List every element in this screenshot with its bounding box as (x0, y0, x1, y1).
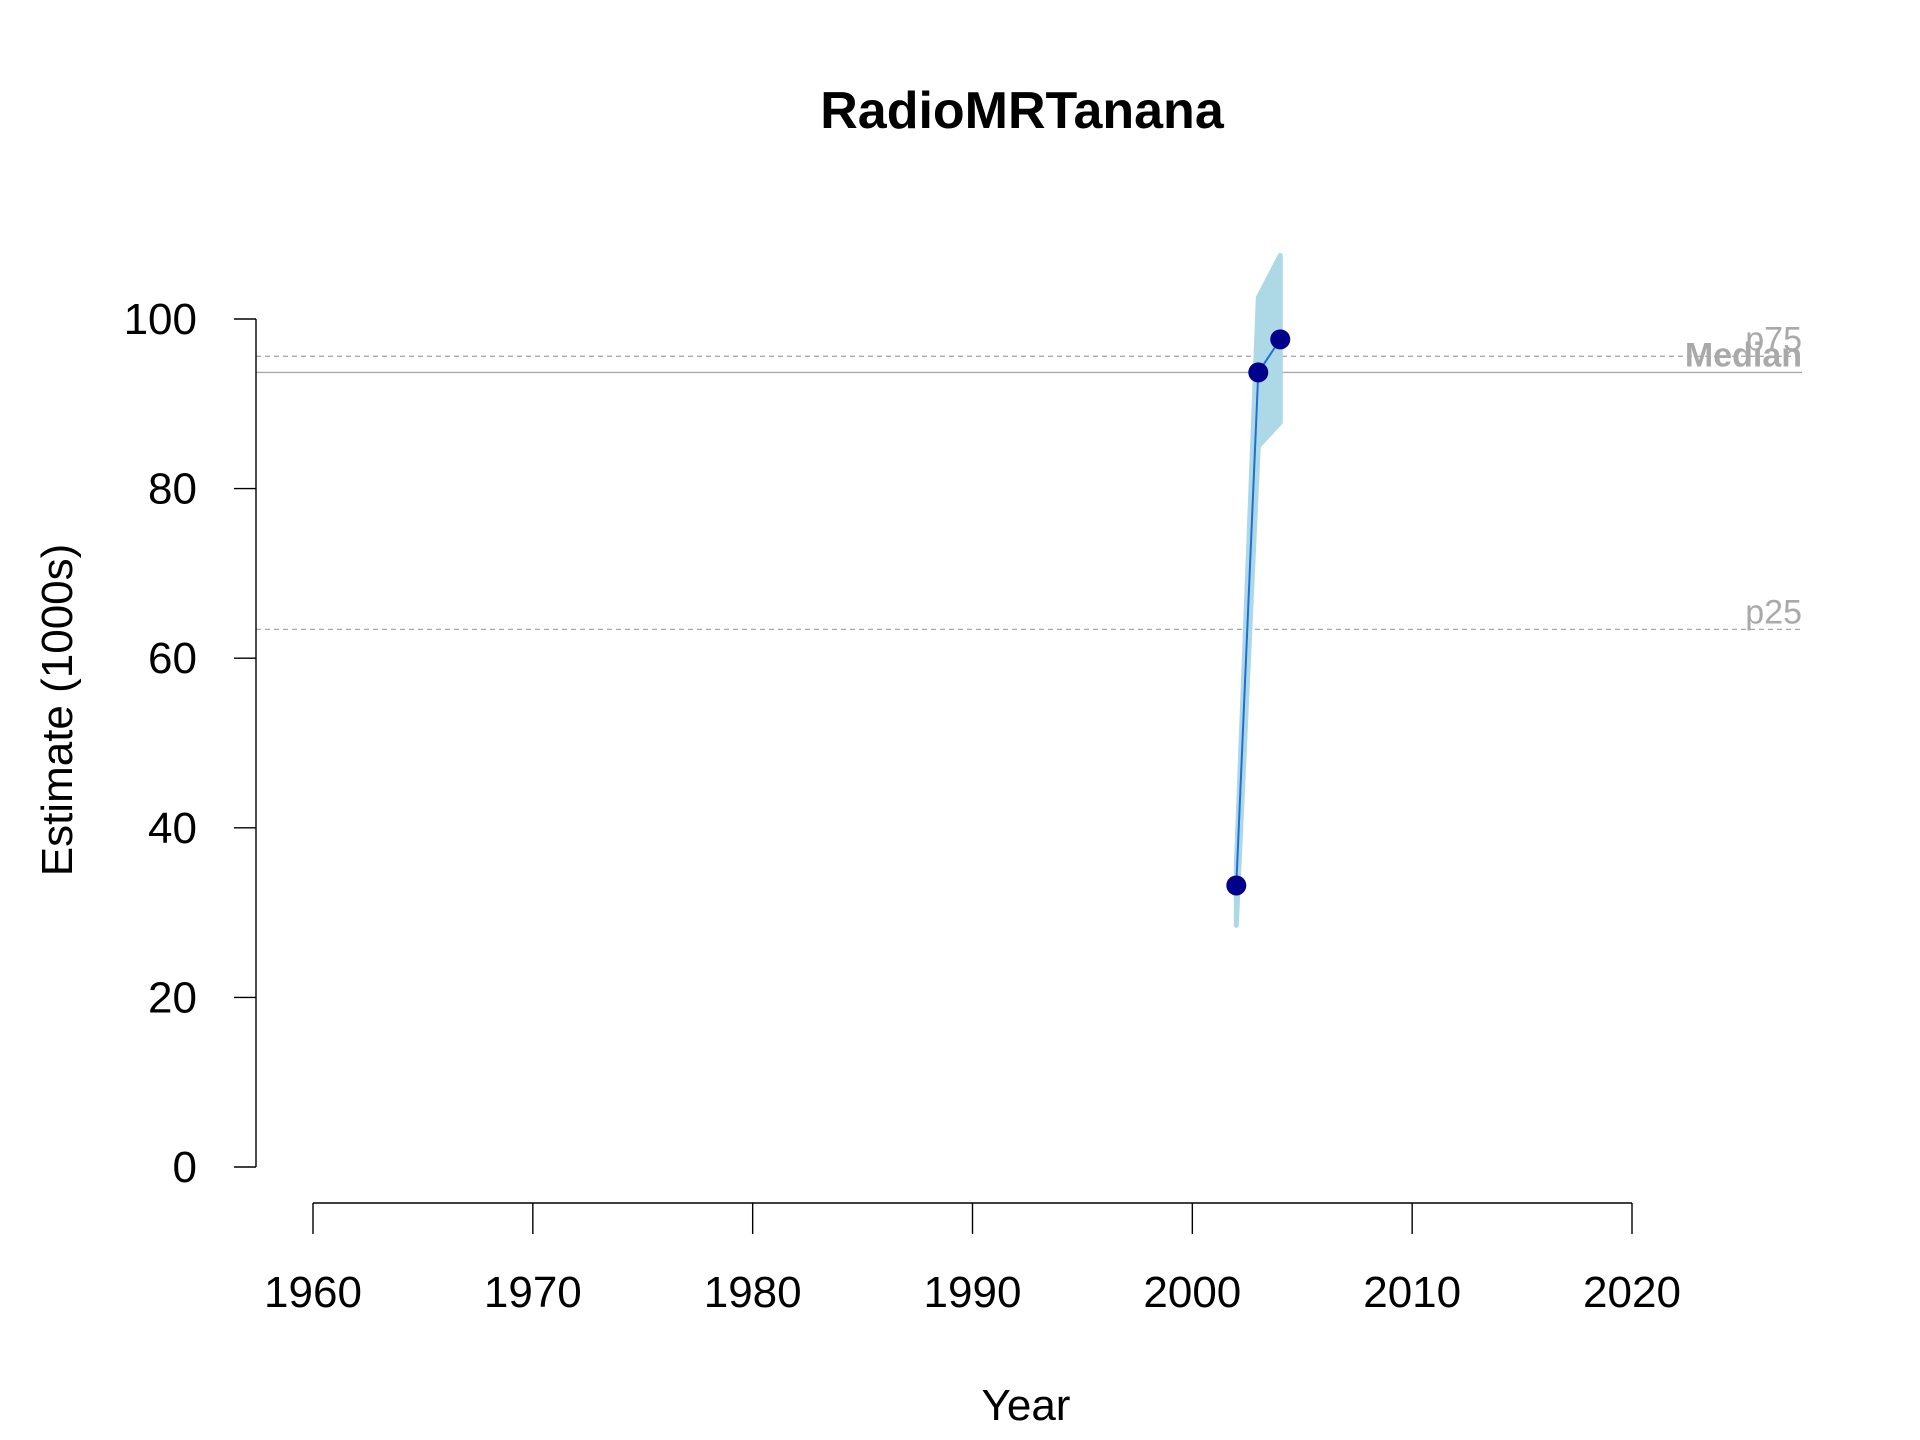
data-point-2002 (1226, 875, 1247, 896)
reference-label-p25: p25 (1745, 593, 1802, 631)
y-tick-label-80: 80 (148, 465, 197, 514)
data-point-2003 (1248, 362, 1269, 383)
x-tick-label-1990: 1990 (924, 1268, 1022, 1317)
x-tick-label-1980: 1980 (704, 1268, 802, 1317)
data-point-2004 (1270, 329, 1291, 350)
x-axis-label: Year (982, 1381, 1071, 1430)
confidence-band-layer (1233, 252, 1283, 928)
x-tick-label-1970: 1970 (484, 1268, 582, 1317)
x-axis: 1960 1970 1980 1990 2000 2010 2020 (264, 1202, 1681, 1317)
x-tick-label-2020: 2020 (1583, 1268, 1681, 1317)
y-tick-label-0: 0 (173, 1143, 197, 1192)
y-tick-label-60: 60 (148, 634, 197, 683)
chart-title: RadioMRTanana (820, 82, 1225, 140)
confidence-band (1233, 252, 1283, 928)
y-tick-label-40: 40 (148, 804, 197, 853)
reference-label-median: Median (1685, 336, 1802, 374)
y-axis-label: Estimate (1000s) (33, 544, 82, 877)
x-tick-label-2000: 2000 (1143, 1268, 1241, 1317)
reference-label-p75: p75 (1745, 320, 1802, 358)
x-tick-label-2010: 2010 (1363, 1268, 1461, 1317)
data-points-layer (1226, 329, 1291, 896)
y-tick-label-20: 20 (148, 973, 197, 1022)
y-axis: 0 20 40 60 80 100 (124, 295, 257, 1192)
y-tick-label-100: 100 (124, 295, 197, 344)
x-tick-label-1960: 1960 (264, 1268, 362, 1317)
